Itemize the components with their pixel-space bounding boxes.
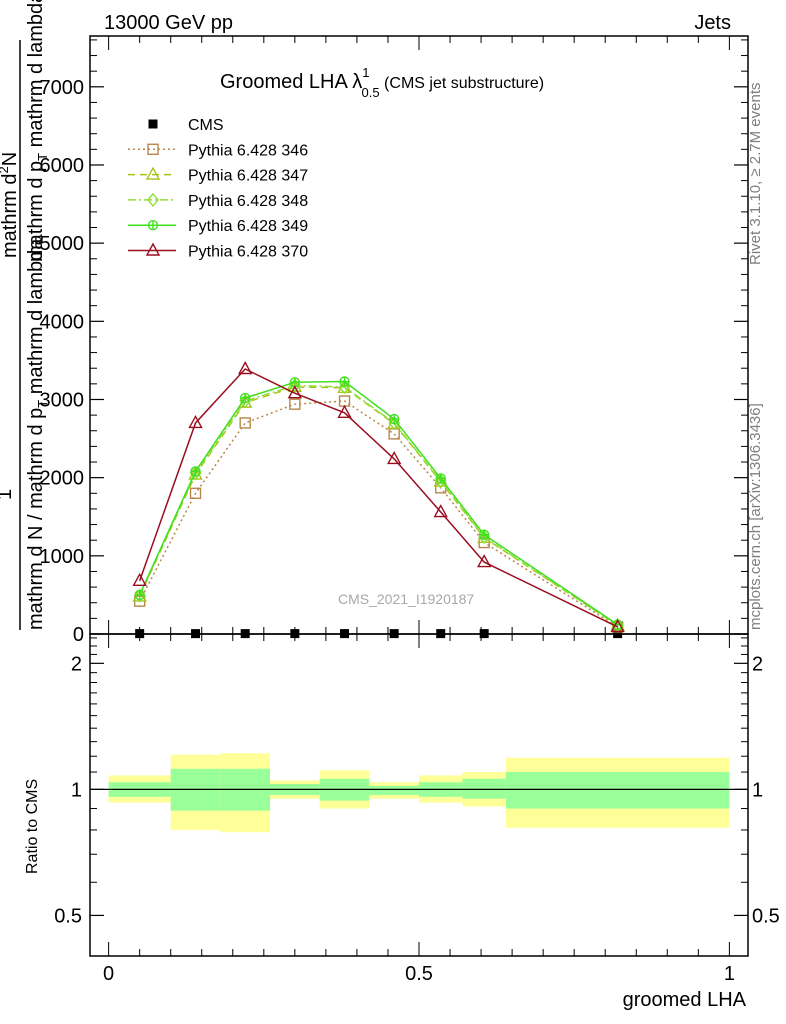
header-right: Jets (694, 12, 731, 34)
main-y-tick-label-1000: 1000 (40, 546, 85, 568)
plot-title: Groomed LHA λ1 0.5 (CMS jet substructure) (220, 65, 544, 100)
main-y-tick-label-5000: 5000 (40, 233, 85, 255)
x-tick-label-1: 1 (724, 963, 735, 985)
rivet-label: Rivet 3.1.10, ≥ 2.7M events (747, 83, 764, 266)
legend-marker-p347 (145, 166, 161, 180)
legend-marker-p348 (147, 192, 159, 207)
y-label-numerator: 1 (0, 489, 16, 500)
point-p348-0 (133, 588, 146, 603)
main-x-ticks (108, 36, 730, 634)
ratio-x-ticks: 0 0.5 1 (103, 634, 735, 985)
legend: CMS Pythia 6.428 346 Pythia 6.428 347 Pythi… (128, 117, 308, 261)
point-p349-7 (478, 529, 490, 540)
point-p370-1 (188, 414, 203, 429)
x-tick-label-0.5: 0.5 (405, 963, 433, 985)
main-y-tick-label-4000: 4000 (40, 311, 85, 333)
header-left: 13000 GeV pp (104, 12, 233, 34)
legend-label-p346: Pythia 6.428 346 (188, 142, 308, 159)
point-p370-5 (386, 450, 402, 465)
plot-title-main: Groomed LHA (220, 71, 352, 93)
legend-label-p348: Pythia 6.428 348 (188, 193, 308, 210)
legend-label-p347: Pythia 6.428 347 (188, 168, 308, 185)
ratio-y-tick-label-1: 1 (71, 779, 82, 801)
point-p349-4 (339, 376, 350, 387)
ratio-y-label: Ratio to CMS (24, 779, 41, 874)
point-p349-0 (134, 589, 145, 601)
ratio-y-tick-label-0.5: 0.5 (54, 905, 82, 927)
main-y-tick-label-0: 0 (73, 624, 84, 646)
main-y-tick-label-2000: 2000 (40, 468, 85, 490)
ratio-y-tick-label-right-2: 2 (752, 653, 763, 675)
point-p349-1 (190, 466, 201, 477)
ratio-panel: 0.5 0.51 12 2 0 0.5 1 (54, 633, 780, 985)
main-y-ticks: 0 1000 2000 3000 4000 5000 6000 7000 (40, 39, 748, 646)
legend-label-p370: Pythia 6.428 370 (188, 244, 308, 261)
main-plot-elements (132, 361, 625, 639)
legend-marker-p349 (147, 219, 159, 231)
point-p348-5 (388, 415, 401, 431)
ratio-y-tick-label-2: 2 (71, 653, 82, 675)
series-line-p370 (138, 368, 618, 628)
series-line-p349 (138, 380, 619, 626)
plot-title-note: (CMS jet substructure) (380, 75, 544, 92)
point-p346-1 (189, 487, 202, 499)
ratio-band-inner-5 (369, 785, 419, 795)
y-label-fraction2-bottom: mathrm d pT mathrm d lambda (25, 0, 50, 262)
ratio-band-inner-8 (505, 772, 730, 809)
mcplots-label: mcplots.cern.ch [arXiv:1306.3436] (747, 403, 764, 630)
point-p370-8 (610, 619, 625, 633)
main-panel: 0 1000 2000 3000 4000 5000 6000 7000 Groomed LH… (40, 35, 749, 646)
point-p370-6 (433, 504, 448, 518)
plot-title-sub: 0.5 (362, 85, 380, 100)
point-p346-5 (388, 428, 400, 440)
point-p370-7 (477, 554, 492, 568)
legend-label-cms: CMS (188, 117, 224, 134)
main-y-tick-label-3000: 3000 (40, 389, 85, 411)
point-p346-3 (289, 398, 301, 410)
legend-marker-p346 (147, 143, 159, 156)
point-p346-2 (239, 417, 251, 429)
point-p349-2 (239, 392, 251, 404)
point-p348-2 (239, 393, 252, 409)
legend-marker-p370 (145, 242, 161, 256)
main-y-tick-label-7000: 7000 (40, 77, 85, 99)
legend-label-p349: Pythia 6.428 349 (188, 218, 308, 235)
main-y-label: 1 mathrm d N / mathrm d pT mathrm d lamb… (0, 0, 50, 630)
ratio-bands (90, 753, 748, 833)
series-line-p348 (138, 384, 619, 627)
point-p370-2 (238, 361, 253, 375)
main-y-tick-label-6000: 6000 (40, 155, 85, 177)
ratio-y-ticks: 0.5 0.5 1 1 2 2 (54, 637, 780, 927)
plot-title-lambda: λ (352, 71, 362, 93)
y-label-denominator: mathrm d N / mathrm d pT mathrm d lambda (25, 238, 50, 630)
ratio-band-inner-7 (462, 778, 506, 799)
point-p349-5 (388, 413, 400, 425)
y-label-fraction2-top: mathrm d2N (0, 152, 21, 258)
analysis-watermark: CMS_2021_I1920187 (338, 591, 474, 607)
plot-title-sup: 1 (362, 65, 369, 80)
legend-marker-cms (148, 119, 158, 129)
ratio-y-tick-label-right-1: 1 (752, 779, 763, 801)
x-axis-label: groomed LHA (623, 989, 747, 1011)
x-tick-label-0: 0 (103, 963, 114, 985)
point-p349-6 (435, 473, 446, 484)
point-p370-3 (287, 385, 303, 399)
series-line-p346 (138, 400, 619, 628)
point-p370-0 (132, 572, 147, 587)
point-p370-4 (337, 404, 352, 418)
ratio-y-tick-label-right-0.5: 0.5 (752, 905, 780, 927)
